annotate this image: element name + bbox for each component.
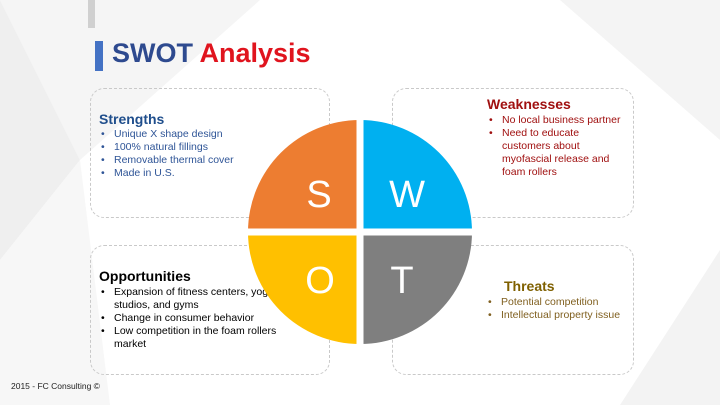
letter-s: S bbox=[306, 174, 331, 216]
opportunities-heading: Opportunities bbox=[99, 268, 191, 284]
quadrant-weaknesses bbox=[360, 120, 472, 232]
list-item: Removable thermal cover bbox=[99, 154, 289, 167]
list-item: Unique X shape design bbox=[99, 128, 289, 141]
list-item: Intellectual property issue bbox=[486, 309, 631, 322]
list-item: No local business partner bbox=[487, 114, 627, 127]
opportunities-list: Expansion of fitness centers, yoga studi… bbox=[99, 286, 299, 351]
title-swot: SWOT bbox=[112, 38, 193, 68]
list-item: Change in consumer behavior bbox=[99, 312, 299, 325]
strengths-heading: Strengths bbox=[99, 111, 165, 127]
quadrant-strengths bbox=[248, 120, 360, 232]
threats-heading: Threats bbox=[504, 278, 555, 294]
quadrant-opportunities bbox=[248, 232, 360, 344]
letter-t: T bbox=[390, 260, 413, 302]
list-item: Expansion of fitness centers, yoga studi… bbox=[99, 286, 299, 312]
footer-copyright: 2015 - FC Consulting © bbox=[11, 381, 100, 391]
letter-o: O bbox=[305, 260, 335, 302]
title-analysis: Analysis bbox=[199, 38, 311, 68]
weaknesses-heading: Weaknesses bbox=[487, 96, 571, 112]
list-item: Low competition in the foam rollers mark… bbox=[99, 325, 299, 351]
list-item: Made in U.S. bbox=[99, 167, 289, 180]
weaknesses-list: No local business partner Need to educat… bbox=[487, 114, 627, 179]
list-item: Need to educate customers about myofasci… bbox=[487, 127, 627, 179]
swot-circle-diagram: S W O T bbox=[245, 117, 475, 347]
list-item: Potential competition bbox=[486, 296, 631, 309]
strengths-list: Unique X shape design 100% natural filli… bbox=[99, 128, 289, 180]
decorative-stripe bbox=[88, 0, 95, 28]
letter-w: W bbox=[389, 174, 425, 216]
title-accent-bar bbox=[95, 41, 103, 71]
quadrant-threats bbox=[360, 232, 472, 344]
list-item: 100% natural fillings bbox=[99, 141, 289, 154]
slide-title: SWOT Analysis bbox=[112, 38, 311, 69]
threats-list: Potential competition Intellectual prope… bbox=[486, 296, 631, 322]
